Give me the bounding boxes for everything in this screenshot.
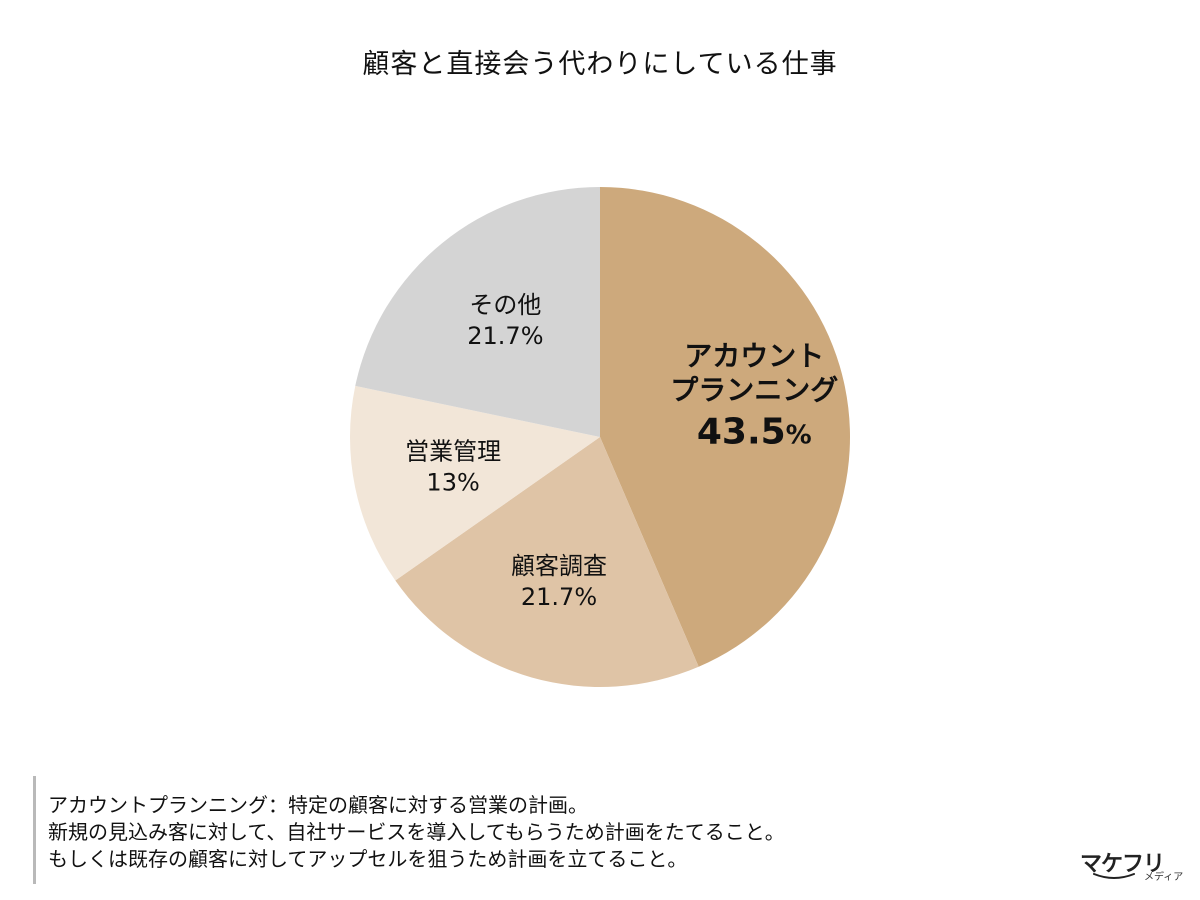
note-line-2: 新規の見込み客に対して、自社サービスを導入してもらうため計画をたてること。 xyxy=(48,820,785,844)
chart-title: 顧客と直接会う代わりにしている仕事 xyxy=(362,49,838,80)
note-line-3: もしくは既存の顧客に対してアップセルを狙うため計画を立てること。 xyxy=(48,847,688,871)
brand-sub: メディア xyxy=(1144,872,1184,883)
note-line-1: アカウントプランニング：特定の顧客に対する営業の計画。 xyxy=(48,793,588,817)
brand-name: マケフリ xyxy=(1080,852,1165,877)
pie-slices xyxy=(349,186,851,688)
smile-icon xyxy=(1093,873,1135,879)
pie-labels: アカウントプランニング 43.5% 顧客調査 21.7%営業管理 13% その他 21.7% xyxy=(405,291,838,611)
pie-slice-2 xyxy=(395,437,699,688)
pie-slice-4 xyxy=(355,186,600,437)
slice-label-3: 営業管理 13% xyxy=(405,438,501,497)
pie-slice-3 xyxy=(349,385,600,581)
slice-label-1: アカウントプランニング 43.5% xyxy=(670,339,838,452)
pie-slice-1 xyxy=(600,187,851,667)
definition-note: アカウントプランニング：特定の顧客に対する営業の計画。 新規の見込み客に対して、… xyxy=(33,776,785,884)
slice-label-2: 顧客調査 21.7% xyxy=(511,552,607,611)
slice-label-4: その他 21.7% xyxy=(467,291,543,350)
brand-logo: マケフリ メディア xyxy=(1080,846,1190,886)
